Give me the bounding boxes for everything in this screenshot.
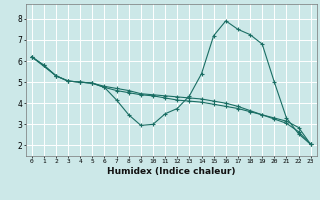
- X-axis label: Humidex (Indice chaleur): Humidex (Indice chaleur): [107, 167, 236, 176]
